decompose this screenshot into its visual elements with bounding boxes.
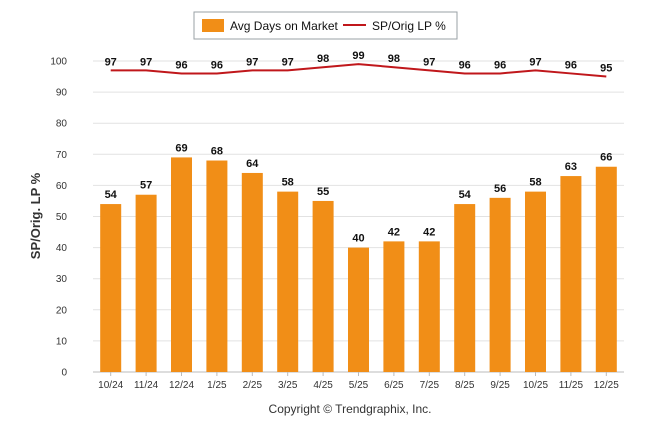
x-tick-label: 8/25 bbox=[455, 380, 475, 391]
legend-swatch-bar bbox=[202, 19, 224, 32]
line-data-label: 95 bbox=[600, 63, 612, 75]
line-data-label: 98 bbox=[317, 53, 329, 65]
bar bbox=[525, 191, 546, 372]
x-tick-label: 4/25 bbox=[313, 380, 333, 391]
legend-label-line: SP/Orig LP % bbox=[372, 19, 446, 33]
bar bbox=[135, 194, 157, 372]
line-data-label: 96 bbox=[175, 59, 187, 71]
bar-data-label: 58 bbox=[282, 177, 294, 189]
bar bbox=[560, 176, 582, 372]
bar bbox=[595, 166, 617, 372]
bar bbox=[348, 247, 369, 372]
y-tick-label: 70 bbox=[56, 150, 68, 161]
line-data-label: 96 bbox=[494, 59, 506, 71]
x-tick-label: 10/25 bbox=[523, 380, 548, 391]
line-data-label: 99 bbox=[352, 50, 364, 62]
line-data-label: 96 bbox=[565, 59, 577, 71]
x-tick-label: 1/25 bbox=[207, 380, 227, 391]
copyright-footer: Copyright © Trendgraphix, Inc. bbox=[269, 402, 432, 416]
x-tick-label: 11/24 bbox=[134, 380, 159, 391]
bar bbox=[277, 191, 299, 372]
legend-label-bar: Avg Days on Market bbox=[230, 19, 338, 33]
line-data-label: 96 bbox=[211, 59, 223, 71]
line-data-label: 97 bbox=[105, 56, 117, 68]
bar-data-label: 54 bbox=[459, 189, 472, 201]
x-tick-label: 11/25 bbox=[559, 380, 584, 391]
y-tick-label: 10 bbox=[56, 336, 68, 347]
bar bbox=[100, 204, 122, 372]
line-data-labels: 97 97 96 96 97 97 98 99 98 97 96 96 97 96 95 bbox=[105, 50, 613, 74]
line-series bbox=[110, 63, 607, 78]
y-tick-label: 80 bbox=[56, 119, 68, 130]
x-tick-label: 2/25 bbox=[243, 380, 263, 391]
y-tick-label: 0 bbox=[61, 368, 67, 379]
x-tick-label: 12/25 bbox=[594, 380, 619, 391]
x-tick-label: 3/25 bbox=[278, 380, 298, 391]
x-tick-label: 5/25 bbox=[349, 380, 369, 391]
bar-data-label: 63 bbox=[565, 161, 577, 173]
x-tick-label: 6/25 bbox=[384, 380, 404, 391]
bar-data-label: 66 bbox=[600, 152, 612, 164]
bar-data-label: 58 bbox=[529, 177, 541, 189]
y-tick-label: 40 bbox=[56, 243, 68, 254]
bar bbox=[171, 157, 192, 372]
bar bbox=[241, 172, 263, 372]
legend-box bbox=[193, 11, 458, 40]
bar-data-label: 54 bbox=[105, 189, 118, 201]
line-data-label: 97 bbox=[246, 56, 258, 68]
bar-data-label: 57 bbox=[140, 180, 152, 192]
line-data-label: 97 bbox=[423, 56, 435, 68]
bar-series bbox=[100, 157, 617, 372]
x-tick-label: 7/25 bbox=[420, 380, 440, 391]
bar bbox=[489, 197, 511, 372]
bar-data-label: 64 bbox=[246, 158, 259, 170]
bar-data-label: 55 bbox=[317, 186, 329, 198]
bar bbox=[418, 241, 440, 372]
bar bbox=[312, 200, 334, 372]
y-axis-ticks: 0 10 20 30 40 50 60 70 80 90 100 bbox=[50, 57, 67, 379]
line-data-label: 97 bbox=[529, 56, 541, 68]
y-tick-label: 20 bbox=[56, 305, 68, 316]
bar-data-labels: 54 57 69 68 64 58 55 40 42 42 54 56 58 63 66 bbox=[105, 142, 613, 244]
bar-data-label: 68 bbox=[211, 146, 223, 158]
legend: Avg Days on Market SP/Orig LP % bbox=[193, 11, 458, 40]
bar-data-label: 42 bbox=[388, 226, 400, 238]
y-tick-label: 30 bbox=[56, 274, 68, 285]
bar-data-label: 56 bbox=[494, 183, 506, 195]
bar bbox=[206, 160, 228, 372]
y-tick-label: 50 bbox=[56, 212, 68, 223]
y-tick-label: 90 bbox=[56, 88, 68, 99]
x-tick-label: 12/24 bbox=[169, 380, 194, 391]
line-data-label: 97 bbox=[140, 56, 152, 68]
x-tick-label: 9/25 bbox=[490, 380, 510, 391]
line-data-label: 97 bbox=[282, 56, 294, 68]
bar-data-label: 42 bbox=[423, 226, 435, 238]
line-data-label: 98 bbox=[388, 53, 400, 65]
y-tick-label: 100 bbox=[50, 57, 67, 68]
bar bbox=[454, 204, 476, 372]
bar-data-label: 69 bbox=[175, 142, 187, 154]
y-tick-label: 60 bbox=[56, 181, 68, 192]
y-axis-label: SP/Orig. LP % bbox=[28, 172, 43, 259]
x-axis-ticks: 10/24 11/24 12/24 1/25 2/25 3/25 4/25 5/25 6/25 7… bbox=[98, 372, 619, 391]
x-tick-label: 10/24 bbox=[98, 380, 123, 391]
bar-data-label: 40 bbox=[352, 233, 364, 245]
line-data-label: 96 bbox=[459, 59, 471, 71]
bar bbox=[383, 241, 405, 372]
